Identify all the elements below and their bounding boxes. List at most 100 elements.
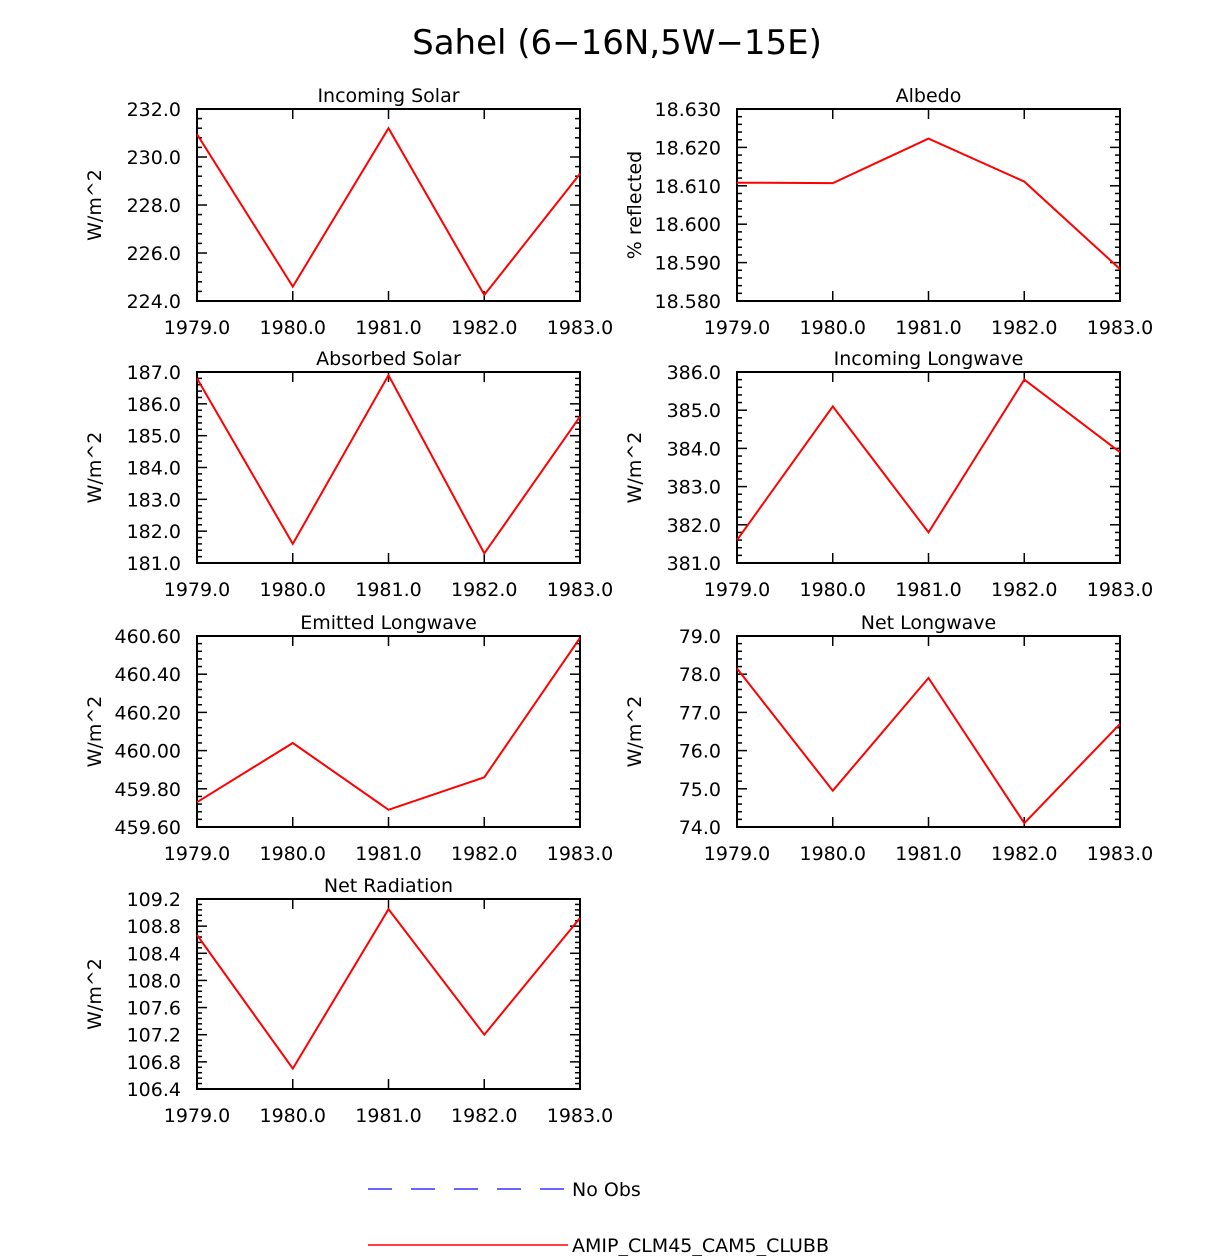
series-line-1: [196, 373, 581, 556]
x-tick-label: 1980.0: [260, 1105, 326, 1127]
plot-frame: [736, 635, 1121, 828]
panel-1: Incoming Solar 1979.0 1980.0 1981.0 1982.0 19…: [84, 85, 613, 339]
x-tick-label: 1980.0: [260, 317, 326, 339]
y-tick-label: 181.0: [127, 553, 181, 575]
y-tick-label: 382.0: [667, 515, 721, 537]
y-tick-label: 381.0: [667, 553, 721, 575]
x-tick-label: 1982.0: [451, 1105, 517, 1127]
panel-4: Incoming Longwave 1979.0 1980.0 1981.0 1982.…: [624, 348, 1153, 601]
y-tick-label: 106.4: [127, 1079, 181, 1101]
legend-label: AMIP_CLM45_CAM5_CLUBB: [572, 1235, 829, 1256]
y-axis-label: W/m^2: [624, 432, 646, 504]
panel-2: Albedo 1979.0 1980.0 1981.0 1982.0 1983.0 18.5…: [624, 85, 1153, 339]
panel-title: Absorbed Solar: [316, 348, 461, 370]
y-tick-label: 77.0: [679, 702, 721, 724]
y-tick-label: 460.20: [115, 702, 181, 724]
y-tick-label: 226.0: [127, 243, 181, 265]
y-tick-label: 18.600: [655, 214, 721, 236]
y-tick-label: 232.0: [127, 99, 181, 121]
y-tick-label: 107.6: [127, 998, 181, 1020]
y-tick-label: 186.0: [127, 394, 181, 416]
panel-title: Emitted Longwave: [300, 612, 477, 634]
plot-frame: [196, 108, 581, 302]
legend-entry-2: AMIP_CLM45_CAM5_CLUBB: [368, 1235, 829, 1256]
y-tick-label: 459.80: [115, 779, 181, 801]
y-axis-label: W/m^2: [84, 169, 106, 241]
legend-label: No Obs: [572, 1179, 641, 1201]
y-tick-label: 187.0: [127, 362, 181, 384]
x-tick-label: 1983.0: [547, 1105, 613, 1127]
x-tick-label: 1981.0: [355, 1105, 421, 1127]
y-tick-label: 18.630: [655, 99, 721, 121]
figure-title: Sahel (6−16N,5W−15E): [412, 23, 822, 63]
y-tick-label: 383.0: [667, 477, 721, 499]
series-line-1: [196, 126, 581, 297]
x-tick-label: 1983.0: [1087, 317, 1153, 339]
panels: Incoming Solar 1979.0 1980.0 1981.0 1982.0 19…: [84, 85, 1153, 1127]
x-tick-label: 1979.0: [164, 317, 230, 339]
x-tick-label: 1982.0: [991, 317, 1057, 339]
legend: No Obs AMIP_CLM45_CAM5_CLUBB: [368, 1179, 829, 1256]
x-tick-label: 1983.0: [547, 317, 613, 339]
series-line-1: [736, 667, 1121, 825]
x-tick-label: 1982.0: [451, 317, 517, 339]
plot-frame: [196, 898, 581, 1090]
panel-title: Net Radiation: [324, 875, 453, 897]
x-tick-label: 1983.0: [1087, 843, 1153, 865]
y-tick-label: 386.0: [667, 362, 721, 384]
panel-title: Net Longwave: [861, 612, 997, 634]
y-axis-label: W/m^2: [624, 696, 646, 768]
panel-6: Net Longwave 1979.0 1980.0 1981.0 1982.0 1983…: [624, 612, 1153, 865]
y-axis-label: W/m^2: [84, 958, 106, 1030]
y-tick-label: 79.0: [679, 626, 721, 648]
y-tick-label: 384.0: [667, 438, 721, 460]
plot-frame: [196, 635, 581, 828]
y-tick-label: 74.0: [679, 817, 721, 839]
panel-title: Incoming Solar: [317, 85, 459, 107]
y-tick-label: 459.60: [115, 817, 181, 839]
y-tick-label: 460.60: [115, 626, 181, 648]
series-line-1: [196, 907, 581, 1071]
x-tick-label: 1981.0: [895, 843, 961, 865]
legend-entry-1: No Obs: [368, 1179, 641, 1201]
y-tick-label: 108.0: [127, 970, 181, 992]
y-tick-label: 108.8: [127, 916, 181, 938]
x-tick-label: 1979.0: [704, 317, 770, 339]
panel-title: Incoming Longwave: [834, 348, 1024, 370]
y-tick-label: 106.8: [127, 1052, 181, 1074]
y-tick-label: 228.0: [127, 195, 181, 217]
x-tick-label: 1979.0: [164, 579, 230, 601]
series-line-1: [736, 378, 1121, 541]
panel-title: Albedo: [896, 85, 962, 107]
panel-5: Emitted Longwave 1979.0 1980.0 1981.0 1982.0…: [84, 612, 613, 865]
x-tick-label: 1981.0: [355, 843, 421, 865]
y-tick-label: 18.610: [655, 176, 721, 198]
x-tick-label: 1983.0: [1087, 579, 1153, 601]
y-tick-label: 385.0: [667, 400, 721, 422]
panel-3: Absorbed Solar 1979.0 1980.0 1981.0 1982.0 19…: [84, 348, 613, 601]
x-tick-label: 1981.0: [895, 579, 961, 601]
y-tick-label: 183.0: [127, 489, 181, 511]
y-tick-label: 76.0: [679, 741, 721, 763]
y-tick-label: 460.00: [115, 741, 181, 763]
x-tick-label: 1979.0: [164, 1105, 230, 1127]
y-axis-label: W/m^2: [84, 432, 106, 504]
x-tick-label: 1980.0: [260, 579, 326, 601]
x-tick-label: 1980.0: [800, 317, 866, 339]
x-tick-label: 1982.0: [991, 579, 1057, 601]
plot-frame: [736, 371, 1121, 564]
y-axis-label: % reflected: [624, 151, 646, 259]
y-tick-label: 108.4: [127, 943, 181, 965]
x-tick-label: 1979.0: [704, 843, 770, 865]
plot-frame: [196, 371, 581, 564]
y-tick-label: 78.0: [679, 664, 721, 686]
y-tick-label: 18.580: [655, 291, 721, 313]
x-tick-label: 1981.0: [355, 579, 421, 601]
y-tick-label: 184.0: [127, 458, 181, 480]
y-axis-label: W/m^2: [84, 696, 106, 768]
panel-7: Net Radiation 1979.0 1980.0 1981.0 1982.0 198…: [84, 875, 613, 1127]
y-tick-label: 109.2: [127, 889, 181, 911]
x-tick-label: 1980.0: [800, 843, 866, 865]
y-tick-label: 18.620: [655, 137, 721, 159]
x-tick-label: 1980.0: [260, 843, 326, 865]
